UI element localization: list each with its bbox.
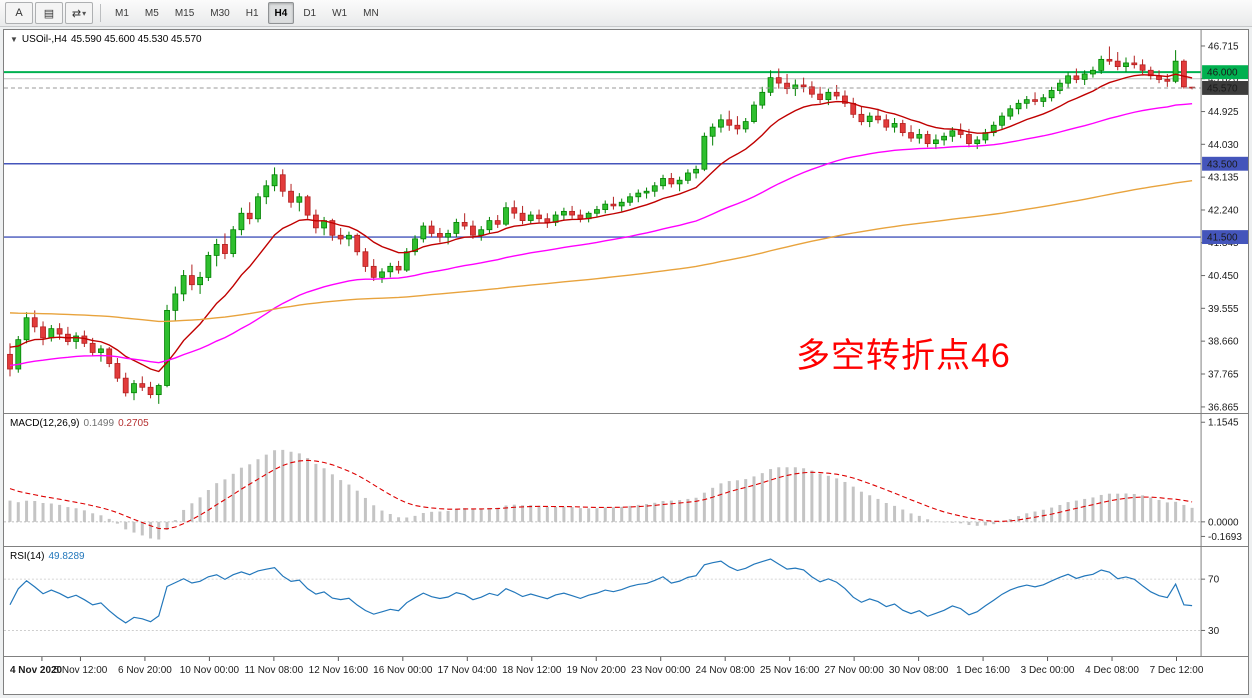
svg-text:7 Dec 12:00: 7 Dec 12:00 [1150, 665, 1204, 676]
svg-text:1.1545: 1.1545 [1208, 418, 1239, 429]
panel-divider[interactable] [4, 656, 1248, 658]
arrow-tool-icon: A [15, 7, 23, 19]
svg-text:16 Nov 00:00: 16 Nov 00:00 [373, 665, 433, 676]
svg-text:1 Dec 16:00: 1 Dec 16:00 [956, 665, 1010, 676]
svg-text:44.030: 44.030 [1208, 140, 1239, 151]
timeframe-h1[interactable]: H1 [245, 7, 259, 19]
toolbar: A ▤ ⇄ ▾ M1 M5 M15 M30 H1 H4 D1 W1 MN [0, 0, 1252, 27]
cycle-icon: ⇄ [71, 7, 82, 20]
svg-text:24 Nov 08:00: 24 Nov 08:00 [696, 665, 756, 676]
chart-tool-icon: ▤ [43, 7, 55, 20]
svg-text:30: 30 [1208, 626, 1220, 637]
svg-text:70: 70 [1208, 575, 1220, 586]
timeframe-m30[interactable]: M30 [210, 7, 230, 19]
timeframe-d1[interactable]: D1 [303, 7, 317, 19]
price-panel[interactable]: 46.71545.82044.92544.03043.13542.24041.3… [4, 30, 1248, 413]
timeframe-h4[interactable]: H4 [267, 2, 295, 24]
svg-text:4 Nov 2020: 4 Nov 2020 [10, 665, 63, 676]
svg-text:18 Nov 12:00: 18 Nov 12:00 [502, 665, 562, 676]
time-axis[interactable]: 4 Nov 2020 5 Nov 12:00 6 Nov 20:00 10 Nov 0… [4, 657, 1248, 694]
svg-text:3 Dec 00:00: 3 Dec 00:00 [1021, 665, 1075, 676]
chevron-down-icon: ▾ [82, 8, 87, 18]
svg-text:12 Nov 16:00: 12 Nov 16:00 [309, 665, 369, 676]
svg-text:27 Nov 00:00: 27 Nov 00:00 [824, 665, 884, 676]
rsi-label: RSI(14) 49.8289 [10, 551, 85, 562]
timeframe-w1[interactable]: W1 [332, 7, 348, 19]
panel-divider[interactable] [4, 545, 1248, 547]
timeframe-m15[interactable]: M15 [174, 7, 195, 19]
svg-text:36.865: 36.865 [1208, 402, 1239, 413]
svg-text:0.0000: 0.0000 [1208, 517, 1239, 528]
rsi-value: 49.8289 [48, 550, 85, 562]
svg-text:45.570: 45.570 [1207, 84, 1238, 95]
svg-text:37.765: 37.765 [1208, 369, 1239, 380]
svg-text:43.500: 43.500 [1207, 159, 1238, 170]
collapse-icon[interactable]: ▼ [10, 35, 18, 44]
svg-text:45.820: 45.820 [1208, 74, 1239, 85]
chart-window: 46.71545.82044.92544.03043.13542.24041.3… [3, 29, 1249, 695]
svg-text:19 Nov 20:00: 19 Nov 20:00 [567, 665, 627, 676]
svg-text:6 Nov 20:00: 6 Nov 20:00 [118, 665, 172, 676]
timeframe-mn[interactable]: MN [363, 7, 379, 19]
rsi-chart-canvas[interactable]: 70 30 [4, 546, 1248, 657]
svg-text:43.135: 43.135 [1208, 173, 1239, 184]
svg-text:38.660: 38.660 [1208, 337, 1239, 348]
ohlc-values: 45.590 45.600 45.530 45.570 [70, 34, 202, 45]
svg-text:-0.1693: -0.1693 [1208, 532, 1242, 543]
timeframe-m5[interactable]: M5 [144, 7, 159, 19]
chart-tool-button[interactable]: ▤ [35, 2, 63, 24]
macd-main-value: 0.1499 [83, 417, 115, 429]
svg-text:39.555: 39.555 [1208, 304, 1239, 315]
price-chart-canvas[interactable]: 46.71545.82044.92544.03043.13542.24041.3… [4, 30, 1248, 413]
macd-panel[interactable]: 1.1545 0.0000 -0.1693 MACD(12,26,9) 0.1499… [4, 413, 1248, 546]
arrow-tool-button[interactable]: A [5, 2, 33, 24]
rsi-panel[interactable]: 70 30 RSI(14) 49.8289 [4, 546, 1248, 657]
svg-text:44.925: 44.925 [1208, 107, 1239, 118]
timeframe-m1[interactable]: M1 [115, 7, 129, 19]
cycle-tool-button[interactable]: ⇄ ▾ [65, 2, 93, 24]
svg-text:17 Nov 04:00: 17 Nov 04:00 [438, 665, 498, 676]
toolbar-separator [100, 4, 101, 22]
svg-text:10 Nov 00:00: 10 Nov 00:00 [180, 665, 240, 676]
macd-label: MACD(12,26,9) 0.1499 0.2705 [10, 418, 149, 429]
svg-text:40.450: 40.450 [1208, 271, 1239, 282]
symbol-title: USOil-,H4 [21, 34, 67, 45]
svg-text:30 Nov 08:00: 30 Nov 08:00 [889, 665, 949, 676]
svg-text:5 Nov 12:00: 5 Nov 12:00 [54, 665, 108, 676]
svg-text:42.240: 42.240 [1208, 205, 1239, 216]
svg-text:23 Nov 00:00: 23 Nov 00:00 [631, 665, 691, 676]
macd-name: MACD(12,26,9) [10, 417, 80, 429]
svg-text:4 Dec 08:00: 4 Dec 08:00 [1085, 665, 1139, 676]
chart-text-annotation: 多空转折点46 [796, 337, 1011, 375]
svg-text:41.500: 41.500 [1207, 233, 1238, 244]
svg-text:46.000: 46.000 [1207, 68, 1238, 79]
panel-divider[interactable] [4, 412, 1248, 414]
svg-text:11 Nov 08:00: 11 Nov 08:00 [245, 665, 304, 676]
macd-signal-value: 0.2705 [118, 417, 149, 429]
chart-title: ▼ USOil-,H4 45.590 45.600 45.530 45.570 [10, 34, 202, 45]
svg-text:46.715: 46.715 [1208, 41, 1239, 52]
svg-text:25 Nov 16:00: 25 Nov 16:00 [760, 665, 820, 676]
rsi-name: RSI(14) [10, 550, 45, 562]
macd-chart-canvas[interactable]: 1.1545 0.0000 -0.1693 [4, 413, 1248, 546]
